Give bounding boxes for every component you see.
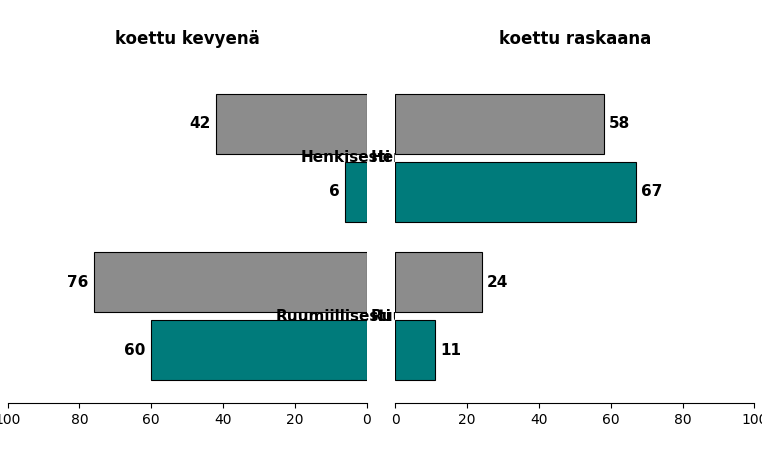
Title: koettu raskaana: koettu raskaana	[499, 30, 651, 48]
Bar	[216, 94, 367, 154]
Bar	[395, 162, 636, 222]
Text: Ruumiillisesti: Ruumiillisesti	[275, 309, 391, 323]
Text: 11: 11	[440, 343, 461, 358]
Bar	[94, 252, 367, 312]
Bar	[395, 320, 435, 380]
Bar	[395, 94, 604, 154]
Text: 67: 67	[642, 184, 663, 199]
Bar	[395, 252, 482, 312]
Text: 6: 6	[329, 184, 340, 199]
Text: 58: 58	[609, 116, 630, 131]
Text: 60: 60	[124, 343, 146, 358]
Bar	[151, 320, 367, 380]
Text: Ruumiillisesti: Ruumiillisesti	[371, 309, 487, 323]
Title: koettu kevyenä: koettu kevyenä	[115, 30, 260, 48]
Text: Henkisesti: Henkisesti	[371, 150, 461, 165]
Text: 42: 42	[189, 116, 210, 131]
Text: 76: 76	[67, 274, 88, 289]
Text: Henkisesti: Henkisesti	[301, 150, 391, 165]
Bar	[345, 162, 367, 222]
Text: 24: 24	[487, 274, 508, 289]
